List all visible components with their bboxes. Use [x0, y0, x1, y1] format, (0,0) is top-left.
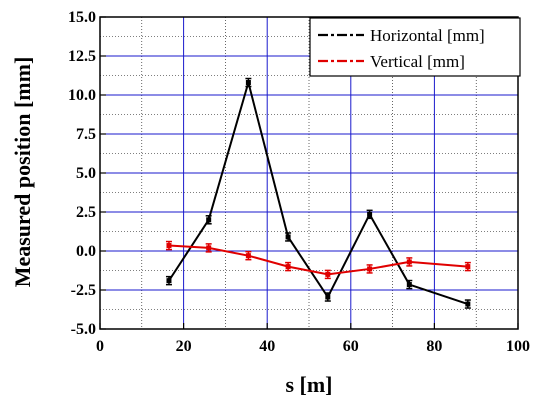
data-point-vertical — [325, 271, 331, 277]
y-tick-label: -2.5 — [71, 282, 96, 299]
y-tick-label: 2.5 — [76, 204, 96, 221]
data-point-horizontal — [206, 217, 212, 223]
legend-box — [309, 17, 521, 77]
y-tick-label: 0.0 — [76, 243, 96, 260]
legend-label-vertical: Vertical [mm] — [370, 52, 465, 71]
series-line-vertical — [168, 244, 468, 276]
data-point-horizontal — [325, 294, 331, 300]
series-vertical — [165, 240, 471, 280]
series-line-horizontal — [168, 78, 469, 305]
data-point-vertical — [367, 266, 373, 272]
data-point-vertical — [245, 253, 251, 259]
legend: Horizontal [mm] Vertical [mm] — [309, 17, 521, 77]
y-tick-label: 10.0 — [68, 87, 96, 104]
data-point-horizontal — [166, 278, 172, 284]
series-horizontal — [165, 77, 471, 309]
x-tick-label: 60 — [343, 338, 359, 355]
x-tick-label: 20 — [176, 338, 192, 355]
y-tick-label: 12.5 — [68, 48, 96, 65]
y-tick-label: 7.5 — [76, 126, 96, 143]
x-tick-label: 100 — [506, 338, 530, 355]
data-point-vertical — [465, 264, 471, 270]
data-point-horizontal — [245, 80, 251, 86]
y-tick-label: -5.0 — [71, 321, 96, 338]
y-tick-label: 5.0 — [76, 165, 96, 182]
data-point-vertical — [285, 264, 291, 270]
data-point-horizontal — [285, 234, 291, 240]
legend-label-horizontal: Horizontal [mm] — [370, 26, 485, 45]
data-point-vertical — [166, 243, 172, 249]
data-point-horizontal — [406, 282, 412, 288]
ticks-layer: -5.0 -2.5 0.0 2.5 5.0 7.5 10.0 12.5 15.0 0 20 40 60 8… — [68, 9, 530, 355]
data-point-horizontal — [367, 211, 373, 217]
data-point-horizontal — [465, 301, 471, 307]
y-tick-label: 15.0 — [68, 9, 96, 26]
x-tick-label: 0 — [96, 338, 104, 355]
data-point-vertical — [206, 245, 212, 251]
x-tick-label: 40 — [259, 338, 275, 355]
series-layer — [165, 77, 471, 309]
x-axis-label: s [m] — [285, 372, 332, 396]
x-tick-label: 80 — [426, 338, 442, 355]
y-axis-label: Measured position [mm] — [10, 57, 35, 288]
data-point-vertical — [406, 259, 412, 265]
